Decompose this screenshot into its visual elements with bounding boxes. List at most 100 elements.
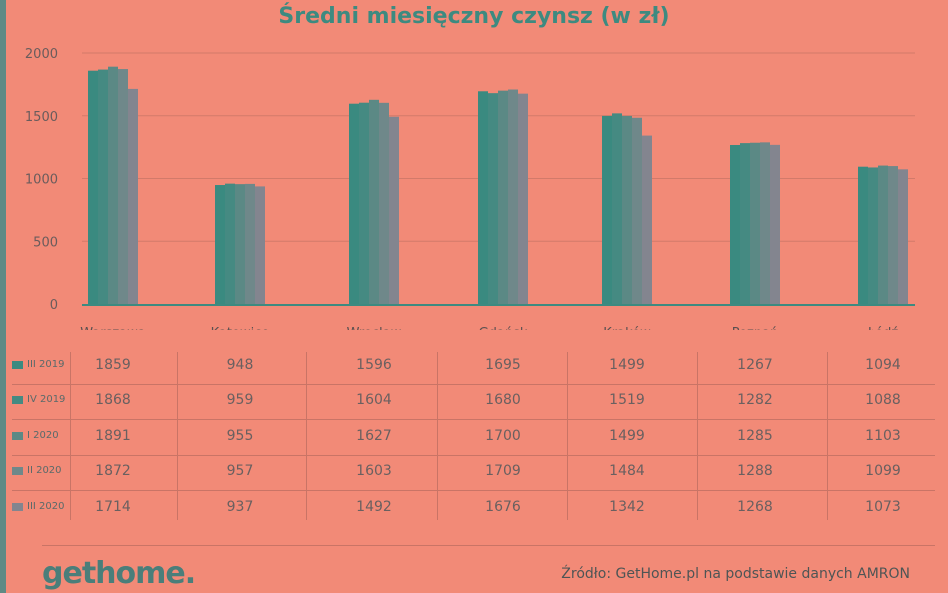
left-accent-bar [0, 0, 6, 593]
legend-label: II 2020 [27, 465, 62, 476]
source-note: Źródło: GetHome.pl na podstawie danych A… [561, 566, 910, 582]
table-row-divider [12, 419, 935, 420]
legend-label: IV 2019 [27, 394, 66, 405]
bar-wrocław-iii-2020 [389, 116, 399, 304]
bar-warszawa-iv-2019 [98, 69, 108, 304]
legend-label: III 2020 [27, 501, 65, 512]
x-category-label: Wrocław [347, 326, 402, 330]
legend-item: II 2020 [12, 465, 62, 476]
bar-kraków-ii-2020 [632, 117, 642, 305]
table-column-divider [567, 352, 568, 520]
x-category-label: Katowice [211, 326, 270, 330]
bar-katowice-iv-2019 [225, 183, 235, 304]
table-cell: 1891 [95, 428, 131, 444]
x-category-label: Łódź [867, 326, 899, 330]
x-category-label: Poznań [732, 326, 779, 330]
table-cell: 955 [226, 428, 254, 444]
x-category-label: Gdańsk [479, 326, 528, 330]
legend-label: III 2019 [27, 359, 65, 370]
bar-warszawa-i-2020 [108, 66, 118, 304]
table-cell: 1282 [737, 392, 773, 408]
bar-katowice-i-2020 [235, 184, 245, 304]
legend-swatch [12, 431, 23, 440]
table-cell: 1099 [865, 463, 901, 479]
table-cell: 1268 [737, 499, 773, 515]
bar-kraków-iii-2019 [602, 115, 612, 304]
bar-gdańsk-iii-2020 [518, 93, 528, 304]
table-column-divider [70, 352, 71, 520]
bar-kraków-iv-2019 [612, 113, 622, 304]
table-cell: 1499 [609, 428, 645, 444]
bar-kraków-i-2020 [622, 115, 632, 304]
bar-poznań-iii-2020 [770, 144, 780, 304]
table-cell: 937 [226, 499, 254, 515]
bar-gdańsk-i-2020 [498, 90, 508, 305]
legend-swatch [12, 502, 23, 511]
footer-divider [42, 545, 935, 546]
bar-wrocław-i-2020 [369, 99, 379, 305]
table-cell: 1714 [95, 499, 131, 515]
y-tick-label: 1500 [25, 110, 58, 125]
legend-item: III 2019 [12, 359, 64, 370]
table-cell: 1604 [356, 392, 392, 408]
bar-chart: 0 500 1000 1500 2000 Warszawa Katowice Wrocław G… [25, 47, 915, 330]
bar-wrocław-iv-2019 [359, 102, 369, 304]
bar-łódź-iv-2019 [868, 167, 878, 304]
bar-katowice-iii-2020 [255, 186, 265, 304]
bar-gdańsk-iv-2019 [488, 93, 498, 304]
bar-wrocław-ii-2020 [379, 102, 389, 304]
legend-item: I 2020 [12, 430, 59, 441]
table-cell: 1868 [95, 392, 131, 408]
table-row-divider [12, 384, 935, 385]
bar-łódź-ii-2020 [888, 166, 898, 304]
table-row-divider [12, 490, 935, 491]
table-cell: 1094 [865, 357, 901, 373]
bar-gdańsk-ii-2020 [508, 89, 518, 304]
table-cell: 1519 [609, 392, 645, 408]
table-cell: 1103 [865, 428, 901, 444]
bar-warszawa-iii-2020 [128, 88, 138, 304]
bar-łódź-i-2020 [878, 165, 888, 304]
bar-warszawa-iii-2019 [88, 70, 98, 305]
bar-poznań-ii-2020 [760, 142, 770, 304]
table-column-divider [437, 352, 438, 520]
bar-poznań-iii-2019 [730, 144, 740, 304]
bar-kraków-iii-2020 [642, 135, 652, 304]
y-tick-label: 1000 [25, 173, 58, 188]
bar-katowice-ii-2020 [245, 183, 255, 304]
table-cell: 1342 [609, 499, 645, 515]
legend-item: III 2020 [12, 501, 64, 512]
table-column-divider [697, 352, 698, 520]
table-column-divider [306, 352, 307, 520]
table-column-divider [177, 352, 178, 520]
table-cell: 1676 [485, 499, 521, 515]
table-cell: 957 [226, 463, 254, 479]
bar-katowice-iii-2019 [215, 185, 225, 304]
table-cell: 1285 [737, 428, 773, 444]
bar-warszawa-ii-2020 [118, 69, 128, 305]
table-cell: 1603 [356, 463, 392, 479]
table-cell: 1267 [737, 357, 773, 373]
table-cell: 1484 [609, 463, 645, 479]
legend-swatch [12, 360, 23, 369]
legend-swatch [12, 466, 23, 475]
table-cell: 1627 [356, 428, 392, 444]
gethome-logo: gethome. [42, 556, 196, 591]
table-cell: 1872 [95, 463, 131, 479]
legend-item: IV 2019 [12, 394, 65, 405]
x-category-label: Warszawa [80, 326, 146, 330]
table-cell: 1700 [485, 428, 521, 444]
y-tick-label: 500 [33, 235, 58, 250]
table-cell: 1499 [609, 357, 645, 373]
x-category-label: Kraków [603, 326, 651, 330]
bar-poznań-i-2020 [750, 142, 760, 304]
y-tick-label: 2000 [25, 47, 58, 62]
table-cell: 1492 [356, 499, 392, 515]
bar-poznań-iv-2019 [740, 143, 750, 304]
bar-łódź-iii-2019 [858, 166, 868, 304]
y-tick-label: 0 [50, 298, 58, 313]
table-cell: 1680 [485, 392, 521, 408]
table-cell: 1288 [737, 463, 773, 479]
table-cell: 1859 [95, 357, 131, 373]
table-cell: 959 [226, 392, 254, 408]
